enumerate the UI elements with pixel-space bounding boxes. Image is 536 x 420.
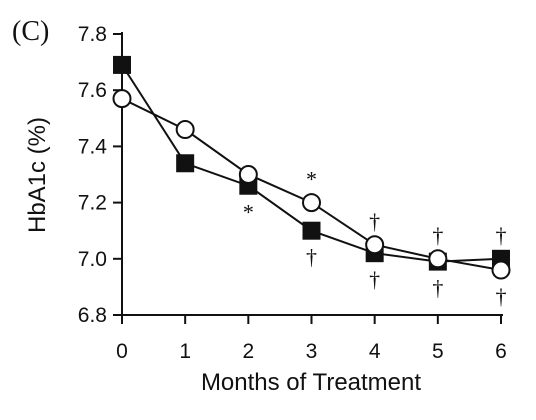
square-marker [302,221,321,240]
dagger-annotation: † [369,267,380,292]
y-tick-label: 7.8 [78,23,107,46]
circle-marker [365,235,385,255]
y-tick-label: 7.2 [78,192,107,215]
axes: 6.8 7.0 7.2 7.4 7.6 7.8 0 1 2 3 4 5 6 [78,23,507,363]
circle-marker [302,193,321,213]
circle-marker [491,260,511,280]
asterisk-annotation: * [243,200,254,225]
panel-label: (C) [12,16,49,47]
square-marker [176,154,195,173]
y-axis-title: HbA1c (%) [24,117,51,233]
circle-marker [428,249,448,269]
x-tick-label: 6 [495,340,507,363]
dagger-annotation: † [432,276,443,301]
x-tick-label: 4 [369,340,381,363]
dagger-annotation: † [432,223,443,248]
circle-marker [238,165,258,184]
square-marker [113,55,131,74]
x-tick-label: 1 [179,340,191,363]
x-tick-label: 2 [242,340,254,363]
dagger-annotation: † [496,284,507,309]
series-open-circle [112,89,511,280]
series-layer [112,55,511,280]
asterisk-annotation: * [306,167,317,192]
y-tick-label: 6.8 [78,304,107,327]
series-filled-square [113,55,510,271]
x-axis-title: Months of Treatment [201,369,421,396]
annotation-layer: * * † † † † † † † [243,167,507,309]
circle-marker [112,89,132,109]
dagger-annotation: † [306,245,317,270]
x-tick-label: 5 [432,340,444,363]
y-tick-label: 7.4 [78,135,108,158]
dagger-annotation: † [369,209,380,234]
y-tick-label: 7.0 [78,248,107,271]
y-tick-label: 7.6 [78,79,107,102]
dagger-annotation: † [496,223,507,248]
x-tick-label: 3 [306,340,318,363]
x-tick-label: 0 [116,340,128,363]
circle-marker [175,120,195,140]
